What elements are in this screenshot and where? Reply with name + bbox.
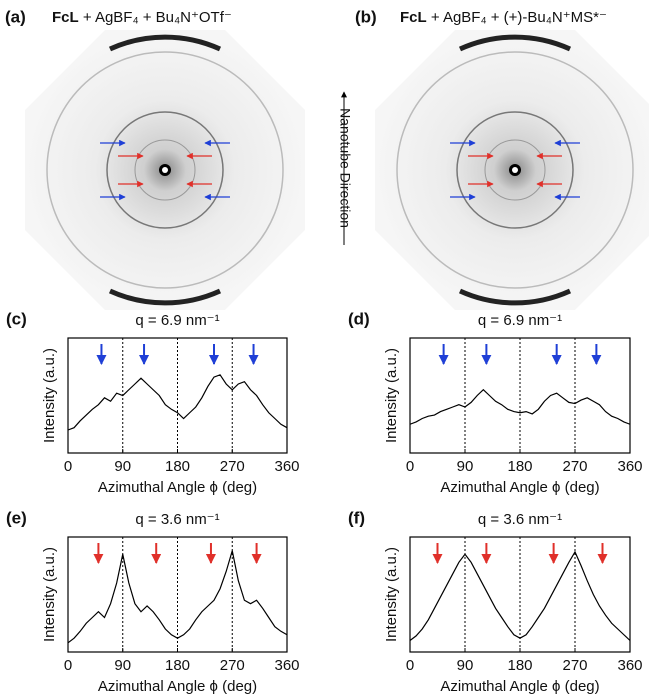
x-axis-label: Azimuthal Angle ϕ (deg): [440, 479, 599, 496]
x-tick-label: 270: [562, 657, 587, 674]
x-tick-label: 180: [165, 657, 190, 674]
x-tick-label: 180: [507, 458, 532, 475]
x-axis-label: Azimuthal Angle ϕ (deg): [98, 678, 257, 695]
plot-frame: [409, 536, 631, 653]
panel-title: FcL + AgBF₄ + (+)-Bu₄N⁺MS*⁻: [400, 9, 607, 26]
ring: [46, 51, 284, 289]
ring: [134, 139, 196, 201]
diffraction-image: [375, 30, 649, 310]
panel-label: (c): [6, 309, 27, 328]
title-rest: + AgBF₄ + (+)-Bu₄N⁺MS*⁻: [427, 9, 607, 26]
x-tick-label: 90: [114, 657, 131, 674]
chart-title: q = 3.6 nm⁻¹: [478, 511, 562, 528]
title-bold: FcL: [52, 9, 79, 26]
chart-title: q = 6.9 nm⁻¹: [135, 312, 219, 329]
outer-arc: [108, 34, 222, 52]
direction-label: Nanotube Direction: [337, 108, 353, 228]
x-tick-label: 90: [457, 657, 474, 674]
plot-frame: [67, 337, 288, 454]
x-tick-label: 360: [617, 657, 642, 674]
data-line: [67, 374, 288, 431]
ring: [106, 111, 224, 229]
x-tick-label: 180: [507, 657, 532, 674]
panel-label: (d): [348, 309, 370, 328]
panel-label: (e): [6, 508, 27, 527]
x-tick-label: 360: [274, 657, 299, 674]
ring: [456, 111, 574, 229]
outer-arc: [458, 288, 572, 306]
x-tick-label: 360: [617, 458, 642, 475]
x-tick-label: 360: [274, 458, 299, 475]
panel-label: (b): [355, 7, 377, 26]
diffraction-image: [25, 30, 305, 310]
chart-title: q = 6.9 nm⁻¹: [478, 312, 562, 329]
x-tick-label: 270: [562, 458, 587, 475]
x-tick-label: 270: [220, 458, 245, 475]
x-tick-label: 270: [220, 657, 245, 674]
y-axis-label: Intensity (a.u.): [383, 547, 400, 642]
x-tick-label: 0: [406, 657, 414, 674]
x-tick-label: 180: [165, 458, 190, 475]
x-axis-label: Azimuthal Angle ϕ (deg): [440, 678, 599, 695]
outer-arc: [108, 288, 222, 306]
x-axis-label: Azimuthal Angle ϕ (deg): [98, 479, 257, 496]
data-line: [67, 550, 288, 644]
y-axis-label: Intensity (a.u.): [41, 348, 58, 443]
y-axis-label: Intensity (a.u.): [383, 348, 400, 443]
outer-arc: [458, 34, 572, 52]
ring: [484, 139, 546, 201]
y-axis-label: Intensity (a.u.): [41, 547, 58, 642]
x-tick-label: 90: [457, 458, 474, 475]
beam-center: [512, 167, 518, 173]
plot-frame: [67, 536, 288, 653]
data-line: [409, 388, 631, 425]
panel-title: FcL + AgBF₄ + Bu₄N⁺OTf⁻: [52, 9, 232, 26]
chart-title: q = 3.6 nm⁻¹: [135, 511, 219, 528]
ring: [396, 51, 634, 289]
panel-label: (a): [5, 7, 26, 26]
title-rest: + AgBF₄ + Bu₄N⁺OTf⁻: [79, 9, 232, 26]
x-tick-label: 0: [64, 657, 72, 674]
panel-label: (f): [348, 508, 365, 527]
title-bold: FcL: [400, 9, 427, 26]
x-tick-label: 90: [114, 458, 131, 475]
x-tick-label: 0: [64, 458, 72, 475]
beam-center: [162, 167, 168, 173]
plot-frame: [409, 337, 631, 454]
data-line: [409, 550, 631, 641]
x-tick-label: 0: [406, 458, 414, 475]
